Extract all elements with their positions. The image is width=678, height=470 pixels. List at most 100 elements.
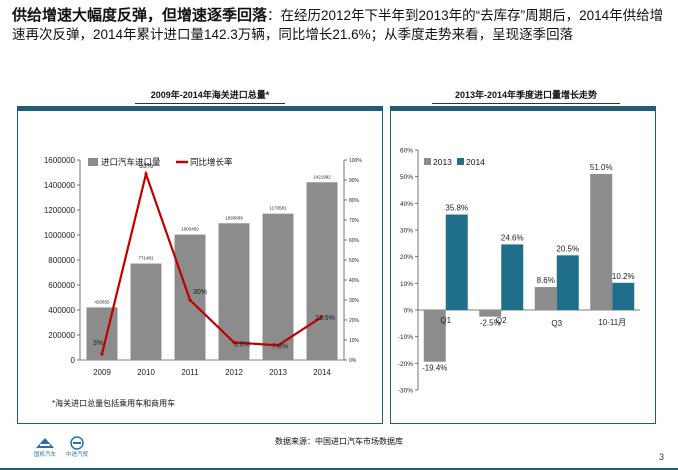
logo-left-icon: [36, 438, 54, 448]
left-y2-tick-label: 80%: [349, 198, 360, 204]
left-growth-point: [188, 298, 192, 302]
left-growth-label: 8.8%: [234, 341, 250, 348]
left-y2-tick-label: 60%: [349, 238, 360, 244]
left-y-tick-label: 400000: [48, 306, 75, 315]
right-x-tick-label: Q2: [496, 316, 507, 325]
left-y2-tick-label: 10%: [349, 338, 360, 344]
logo-left-text: 国机汽车: [33, 452, 56, 458]
right-y-tick-label: 20%: [400, 254, 413, 261]
right-bar: [534, 287, 557, 310]
left-y-tick-label: 200000: [48, 331, 75, 340]
right-y-tick-label: 60%: [400, 148, 413, 155]
right-y-tick-label: 10%: [400, 281, 413, 288]
left-bar-label: 1003459: [181, 227, 199, 232]
right-bar: [556, 255, 579, 310]
right-x-tick-label: Q1: [440, 316, 451, 325]
right-bar: [479, 310, 502, 317]
left-y-tick-label: 1400000: [44, 181, 76, 190]
left-x-tick-label: 2011: [181, 368, 199, 377]
left-frame-bar: [17, 106, 383, 111]
right-y-tick-label: 40%: [400, 201, 413, 208]
left-bar: [306, 182, 338, 360]
left-x-tick-label: 2009: [93, 368, 111, 377]
left-y2-tick-label: 100%: [349, 158, 362, 164]
right-bar-label: -19.4%: [422, 364, 447, 373]
left-growth-point: [144, 172, 148, 176]
left-y2-tick-label: 20%: [349, 318, 360, 324]
logo-right-icon: [70, 436, 84, 450]
right-bar: [501, 244, 524, 310]
right-legend-swatch-2014: [457, 158, 464, 165]
left-legend-label-line: 同比增长率: [190, 157, 233, 167]
left-y2-tick-label: 30%: [349, 298, 360, 304]
logo-right-text: 中进汽贸: [65, 452, 88, 458]
right-bar: [612, 282, 635, 310]
right-y-tick-label: -10%: [398, 334, 413, 341]
data-source: 数据来源：中国进口汽车市场数据库: [275, 437, 403, 446]
right-bar-label: -2.5%: [480, 319, 501, 328]
right-bar-label: 10.2%: [612, 272, 635, 281]
left-legend-label-bar: 进口汽车进口量: [101, 157, 161, 167]
right-x-tick-label: Q3: [551, 319, 562, 328]
right-x-tick-label: 10-11月: [598, 318, 626, 327]
left-bar-label: 420655: [94, 299, 110, 304]
right-bar: [445, 214, 468, 310]
left-growth-point: [100, 352, 104, 356]
right-bar-label: 20.5%: [556, 244, 579, 253]
headline-text: ：在经历2012年下半年到2013年的“去库存”周期后，2014年供给增速再次反…: [12, 8, 664, 42]
right-bar-label: 8.6%: [537, 276, 555, 285]
left-y-tick-label: 800000: [48, 256, 75, 265]
left-bar-label: 1421992: [313, 174, 331, 179]
left-bar: [218, 223, 250, 360]
right-legend-swatch-2013: [424, 158, 431, 165]
left-x-tick-label: 2013: [269, 368, 287, 377]
left-bar-label: 1170581: [269, 206, 287, 211]
left-x-tick-label: 2010: [137, 368, 155, 377]
left-growth-label: 21.6%: [315, 315, 335, 322]
footnote: *海关进口总量包括乘用车和商用车: [52, 399, 176, 408]
left-y-tick-label: 1600000: [44, 156, 76, 165]
headline-bold: 供给增速大幅度反弹，但增速逐季回落: [12, 7, 268, 24]
left-bar-label: 771481: [138, 256, 154, 261]
headline: 供给增速大幅度反弹，但增速逐季回落：在经历2012年下半年到2013年的“去库存…: [12, 6, 666, 44]
left-growth-point: [232, 340, 236, 344]
right-frame-bar: [390, 106, 656, 111]
right-bar: [590, 174, 613, 310]
right-y-tick-label: -30%: [398, 388, 413, 395]
right-bar-label: 35.8%: [445, 204, 468, 213]
left-growth-point: [276, 343, 280, 347]
right-bar-label: 51.0%: [590, 163, 613, 172]
right-y-tick-label: 50%: [400, 174, 413, 181]
left-y2-tick-label: 90%: [349, 178, 360, 184]
right-y-tick-label: -20%: [398, 361, 413, 368]
left-chart-title: 2009年-2014年海关进口总量*: [135, 88, 285, 104]
right-y-tick-label: 30%: [400, 228, 413, 235]
right-bar-label: 24.6%: [501, 233, 524, 242]
logo-right: 中进汽贸: [62, 436, 92, 458]
left-growth-label: 3%: [93, 340, 103, 347]
left-growth-label: 30%: [193, 289, 207, 296]
left-y2-tick-label: 40%: [349, 278, 360, 284]
logo-left: 国机汽车: [30, 436, 60, 458]
left-growth-line: [100, 170, 323, 355]
left-y-tick-label: 1200000: [44, 206, 76, 215]
left-y2-tick-label: 70%: [349, 218, 360, 224]
right-bar: [423, 310, 446, 362]
left-x-tick-label: 2012: [225, 368, 243, 377]
left-bar: [262, 213, 294, 360]
left-growth-point: [320, 315, 324, 319]
left-bar-label: 1093809: [225, 215, 243, 220]
left-legend-swatch-bar: [88, 158, 98, 166]
page-number: 3: [658, 452, 664, 462]
right-legend-label-2013: 2013: [433, 157, 452, 167]
left-y2-tick-label: 0%: [349, 358, 357, 364]
footer-line: [0, 468, 678, 470]
left-y2-tick-label: 50%: [349, 258, 360, 264]
left-y-tick-label: 0: [71, 356, 76, 365]
left-y-tick-label: 1000000: [44, 231, 76, 240]
left-growth-label: 7.3%: [272, 343, 288, 350]
left-bar: [130, 263, 162, 360]
right-chart-title: 2013年-2014年季度进口量增长走势: [432, 88, 620, 104]
left-growth-label: 93%: [139, 163, 153, 170]
